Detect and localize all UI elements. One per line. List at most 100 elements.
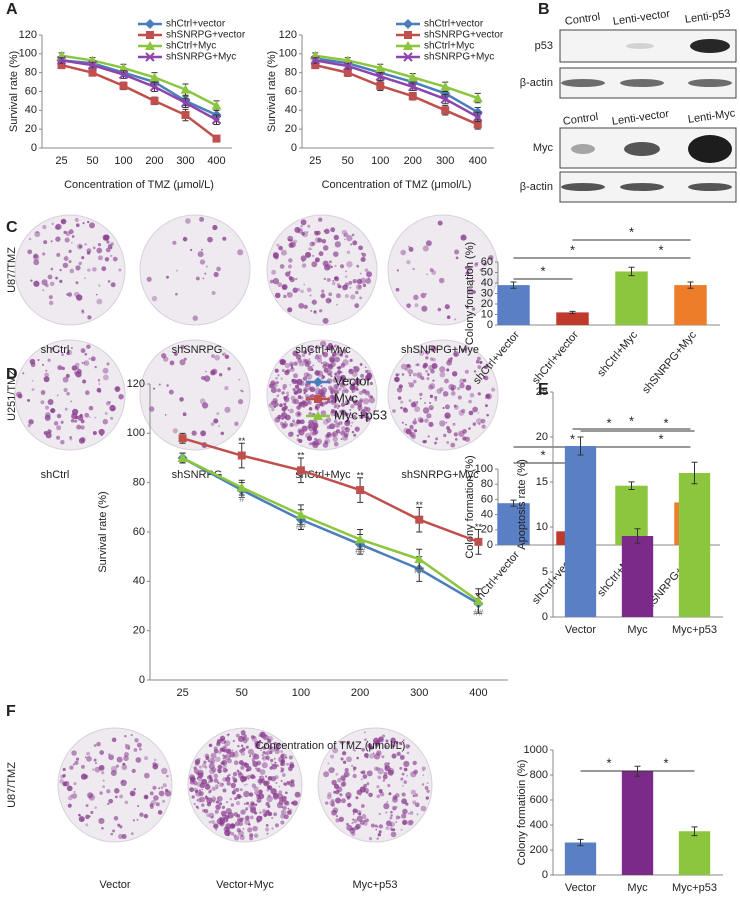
colony	[352, 278, 357, 284]
colony	[109, 254, 113, 258]
colony	[45, 283, 49, 288]
colony	[78, 816, 85, 823]
colony	[64, 237, 70, 243]
marker	[414, 554, 425, 564]
colony	[144, 756, 149, 761]
colony	[222, 777, 227, 782]
series-line	[181, 456, 480, 605]
plate-caption: Myc+p53	[353, 879, 398, 891]
colony	[387, 769, 394, 776]
plate-caption: shCtrl	[41, 344, 70, 356]
colony	[196, 777, 199, 780]
colony	[212, 224, 218, 231]
x-tick-label: 200	[351, 687, 369, 699]
blot-row: p53	[535, 40, 553, 52]
colony	[245, 808, 248, 811]
colony	[356, 278, 363, 285]
colony	[354, 290, 359, 295]
colony	[205, 756, 210, 761]
colony	[75, 281, 79, 285]
colony	[88, 794, 95, 801]
band	[624, 142, 660, 156]
colony	[368, 394, 372, 398]
colony	[71, 365, 78, 371]
colony	[254, 740, 261, 747]
colony	[423, 439, 427, 444]
colony	[124, 743, 127, 746]
colony	[70, 400, 73, 403]
error-bar	[691, 826, 698, 837]
colony	[360, 373, 365, 378]
colony	[291, 399, 297, 404]
colony	[301, 232, 305, 236]
colony	[129, 790, 136, 797]
colony	[227, 733, 230, 736]
x-tick-label: Myc+p53	[672, 882, 717, 894]
colony	[323, 277, 326, 281]
colony	[344, 420, 351, 427]
colony	[215, 828, 218, 831]
colony	[314, 355, 320, 360]
marker	[181, 111, 190, 120]
colony	[280, 750, 284, 753]
colony	[292, 380, 295, 384]
colony	[247, 748, 254, 755]
colony	[250, 774, 255, 780]
colony	[71, 750, 77, 756]
colony	[153, 795, 159, 801]
colony	[243, 790, 250, 798]
colony	[283, 396, 290, 402]
colony	[306, 373, 313, 380]
colony	[102, 779, 105, 782]
colony	[241, 763, 245, 767]
colony	[311, 241, 316, 246]
colony	[302, 399, 307, 404]
colony	[352, 240, 358, 246]
colony	[307, 365, 313, 372]
colony	[271, 827, 274, 830]
colony	[264, 751, 268, 756]
marker	[408, 82, 418, 92]
colony	[222, 757, 225, 760]
colony	[97, 243, 102, 247]
colony	[42, 363, 45, 366]
colony	[50, 240, 53, 243]
series-line	[315, 59, 479, 119]
colony	[205, 795, 208, 798]
colony	[300, 219, 307, 226]
colony	[101, 771, 105, 775]
y-tick-label: 100	[19, 48, 37, 60]
colony	[234, 797, 238, 801]
marker	[441, 106, 450, 115]
colony	[77, 414, 84, 421]
colony	[477, 411, 480, 414]
colony	[290, 362, 294, 367]
colony	[72, 763, 76, 766]
colony	[446, 440, 450, 444]
colony	[206, 797, 213, 804]
colony	[427, 373, 430, 376]
colony	[324, 801, 329, 805]
colony	[67, 292, 73, 297]
colony	[266, 795, 273, 803]
x-tick-label: 300	[436, 155, 454, 167]
colony	[378, 812, 381, 816]
x-axis-label: Concentration of TMZ (μmol/L)	[64, 179, 214, 191]
colony	[395, 287, 400, 292]
colony	[422, 774, 425, 776]
colony	[62, 376, 69, 383]
colony	[64, 407, 68, 411]
colony	[341, 390, 346, 394]
colony	[468, 399, 472, 404]
colony	[360, 415, 364, 419]
colony	[296, 419, 302, 425]
colony	[166, 275, 169, 279]
colony	[333, 234, 340, 241]
colony	[343, 771, 350, 778]
colony	[99, 750, 105, 755]
colony	[281, 417, 284, 420]
band	[571, 144, 595, 154]
colony	[266, 832, 269, 835]
colony	[166, 774, 169, 778]
colony	[374, 740, 381, 746]
